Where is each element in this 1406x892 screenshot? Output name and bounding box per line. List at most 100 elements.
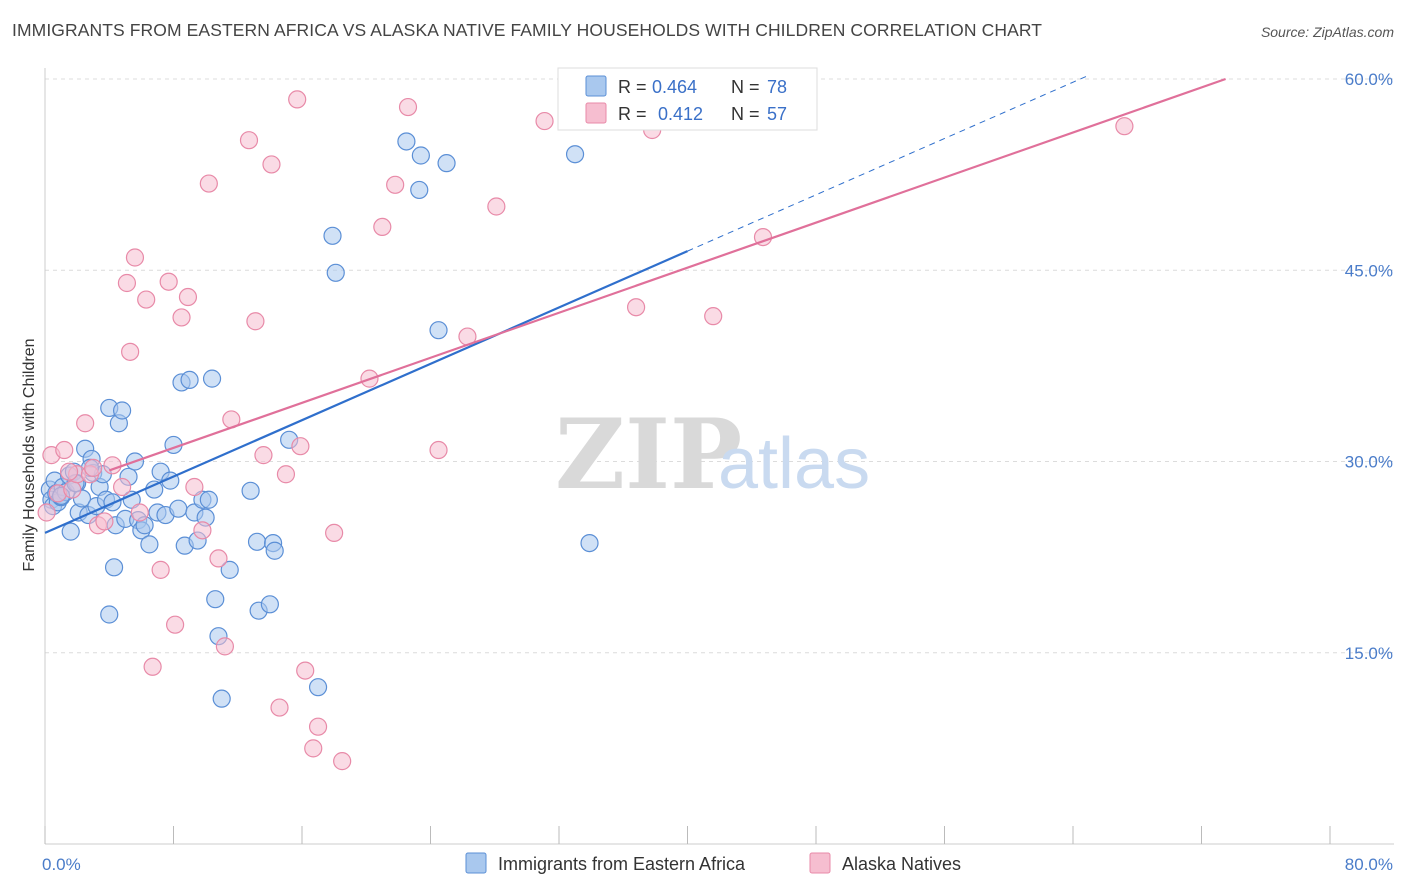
eastern-africa-point <box>202 369 222 388</box>
eastern-africa-point <box>411 146 430 165</box>
alaska-natives-point <box>63 480 82 499</box>
alaska-natives-point <box>276 465 296 484</box>
eastern-africa-point <box>241 481 260 500</box>
y-tick-label: 15.0% <box>1345 644 1393 663</box>
y-axis-label: Family Households with Children <box>21 339 38 572</box>
alaska-natives-point <box>246 312 265 331</box>
alaska-natives-point <box>239 131 259 150</box>
alaska-natives-point <box>398 97 418 117</box>
eastern-africa-point <box>247 532 267 551</box>
legend-n-value-1: 78 <box>767 77 787 97</box>
alaska-natives-point <box>103 456 122 475</box>
alaska-natives-point <box>55 440 74 460</box>
alaska-natives-point <box>325 523 344 543</box>
chart-title: IMMIGRANTS FROM EASTERN AFRICA VS ALASKA… <box>12 20 1043 40</box>
legend-swatch-pink <box>585 102 607 124</box>
alaska-natives-point <box>112 477 132 497</box>
tick-labels: 15.0% 30.0% 45.0% 60.0% 0.0% 80.0% <box>42 70 1393 874</box>
legend-r-label-1: R = <box>618 77 647 97</box>
source-credit: Source: ZipAtlas.com <box>1260 24 1394 40</box>
alaska-natives-trendline <box>108 77 1226 472</box>
eastern-africa-point <box>410 180 429 200</box>
alaska-natives-point <box>37 503 56 522</box>
bottom-legend-swatch-blue <box>465 852 487 874</box>
alaska-natives-point <box>151 560 170 579</box>
series-legend: Immigrants from Eastern Africa Alaska Na… <box>465 852 961 874</box>
eastern-africa-point <box>104 558 124 577</box>
eastern-africa-point <box>145 480 164 499</box>
eastern-africa-point <box>206 590 225 609</box>
alaska-natives-point <box>254 446 273 465</box>
alaska-natives-point <box>117 273 137 293</box>
alaska-natives-point <box>143 657 162 676</box>
y-tick-label: 45.0% <box>1345 261 1393 280</box>
alaska-natives-point <box>1115 117 1134 136</box>
alaska-natives-point <box>373 217 392 236</box>
alaska-natives-point <box>159 272 178 291</box>
legend-n-label-2: N = <box>731 104 760 124</box>
alaska-natives-point <box>172 308 191 327</box>
eastern-africa-point <box>323 226 342 245</box>
eastern-africa-trendline-extension <box>687 74 1090 252</box>
alaska-natives-point <box>626 298 646 317</box>
alaska-natives-point <box>121 342 140 361</box>
eastern-africa-point <box>61 522 80 541</box>
eastern-africa-point <box>580 533 599 553</box>
eastern-africa-point <box>265 541 284 560</box>
x-tick-label: 80.0% <box>1345 855 1393 874</box>
alaska-natives-point <box>166 615 185 634</box>
series-eastern-africa <box>40 132 599 708</box>
eastern-africa-point <box>397 132 416 151</box>
eastern-africa-point <box>437 154 456 173</box>
alaska-natives-point <box>386 175 405 194</box>
eastern-africa-point <box>565 145 585 164</box>
alaska-natives-point <box>193 521 212 540</box>
eastern-africa-point <box>140 535 159 554</box>
alaska-natives-point <box>178 287 198 307</box>
eastern-africa-point <box>199 490 218 509</box>
alaska-natives-point <box>535 111 554 131</box>
watermark-zip: ZIP <box>555 398 742 511</box>
eastern-africa-point <box>212 689 231 708</box>
alaska-natives-point <box>125 248 145 267</box>
legend-r-value-1: 0.464 <box>652 77 697 97</box>
legend-n-value-2: 57 <box>767 104 787 124</box>
eastern-africa-point <box>326 263 345 282</box>
alaska-natives-point <box>76 414 95 433</box>
eastern-africa-point <box>429 321 448 340</box>
alaska-natives-point <box>487 197 506 216</box>
alaska-natives-point <box>270 698 289 717</box>
eastern-africa-point <box>220 560 239 579</box>
alaska-natives-point <box>84 458 103 477</box>
legend-r-value-2: 0.412 <box>658 104 703 124</box>
eastern-africa-point <box>112 401 132 420</box>
alaska-natives-point <box>333 752 352 771</box>
alaska-natives-point <box>137 290 156 309</box>
alaska-natives-point <box>291 437 310 456</box>
alaska-natives-point <box>288 90 307 109</box>
alaska-natives-point <box>308 717 328 736</box>
bottom-legend-label-1: Immigrants from Eastern Africa <box>498 854 746 874</box>
watermark-atlas: atlas <box>718 424 870 504</box>
bottom-legend-swatch-pink <box>809 852 831 874</box>
alaska-natives-point <box>262 155 281 174</box>
eastern-africa-point <box>100 605 119 624</box>
alaska-natives-point <box>59 462 79 481</box>
alaska-natives-point <box>304 739 323 758</box>
alaska-natives-point <box>296 661 315 680</box>
alaska-natives-point <box>199 174 218 193</box>
series-alaska-natives <box>37 90 1134 771</box>
y-tick-label: 60.0% <box>1345 70 1393 89</box>
y-tick-label: 30.0% <box>1345 453 1393 472</box>
alaska-natives-point <box>429 440 448 460</box>
eastern-africa-point <box>180 370 199 389</box>
correlation-legend: R = 0.464 N = 78 R = 0.412 N = 57 <box>557 67 818 131</box>
eastern-africa-point <box>169 499 188 518</box>
grid-layer <box>45 78 1394 654</box>
alaska-natives-point <box>185 477 204 497</box>
trendlines <box>44 74 1226 534</box>
alaska-natives-point <box>215 637 234 656</box>
alaska-natives-point <box>209 549 228 568</box>
alaska-natives-point <box>704 307 723 326</box>
